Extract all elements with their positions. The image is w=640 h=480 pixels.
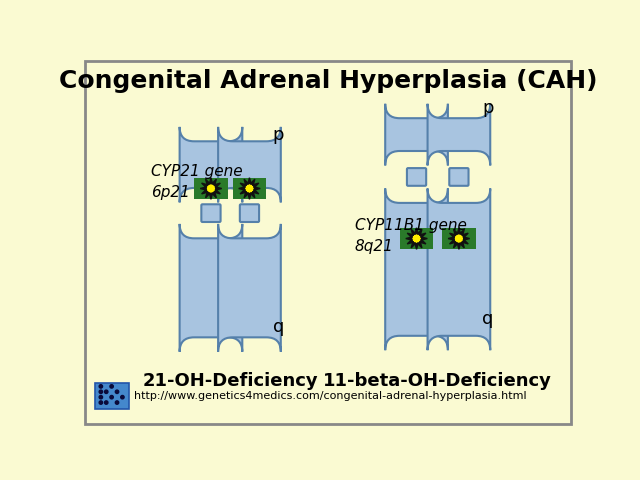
Text: q: q bbox=[273, 318, 284, 336]
FancyBboxPatch shape bbox=[385, 104, 448, 166]
FancyBboxPatch shape bbox=[218, 224, 281, 352]
FancyBboxPatch shape bbox=[180, 127, 243, 203]
FancyBboxPatch shape bbox=[449, 168, 468, 186]
FancyBboxPatch shape bbox=[428, 104, 490, 166]
FancyBboxPatch shape bbox=[180, 224, 243, 352]
Circle shape bbox=[104, 401, 108, 404]
Circle shape bbox=[110, 396, 113, 399]
Circle shape bbox=[99, 401, 102, 404]
Circle shape bbox=[115, 390, 118, 394]
Circle shape bbox=[99, 390, 102, 394]
Circle shape bbox=[104, 390, 108, 394]
FancyBboxPatch shape bbox=[218, 127, 281, 203]
Polygon shape bbox=[239, 178, 260, 199]
Circle shape bbox=[99, 396, 102, 399]
Polygon shape bbox=[246, 185, 253, 192]
Bar bbox=[232, 178, 266, 199]
Polygon shape bbox=[455, 235, 463, 242]
Text: p: p bbox=[482, 99, 493, 117]
Text: 21-OH-Deficiency: 21-OH-Deficiency bbox=[142, 372, 318, 390]
Circle shape bbox=[99, 384, 102, 388]
Text: Congenital Adrenal Hyperplasia (CAH): Congenital Adrenal Hyperplasia (CAH) bbox=[59, 69, 597, 93]
Bar bbox=[442, 228, 476, 249]
Circle shape bbox=[115, 401, 118, 404]
Text: CYP11B1 gene
8q21: CYP11B1 gene 8q21 bbox=[355, 218, 467, 254]
FancyBboxPatch shape bbox=[202, 204, 221, 222]
Bar bbox=[194, 178, 228, 199]
Text: q: q bbox=[482, 311, 493, 328]
Polygon shape bbox=[406, 228, 428, 249]
Circle shape bbox=[121, 396, 124, 399]
Polygon shape bbox=[207, 185, 215, 192]
FancyBboxPatch shape bbox=[240, 204, 259, 222]
Text: CYP21 gene
6p21: CYP21 gene 6p21 bbox=[151, 164, 243, 200]
Circle shape bbox=[110, 384, 113, 388]
FancyBboxPatch shape bbox=[385, 189, 448, 350]
FancyBboxPatch shape bbox=[95, 383, 129, 409]
Text: p: p bbox=[273, 126, 284, 144]
Polygon shape bbox=[448, 228, 470, 249]
Polygon shape bbox=[200, 178, 221, 199]
Bar bbox=[399, 228, 433, 249]
Polygon shape bbox=[413, 235, 420, 242]
Text: http://www.genetics4medics.com/congenital-adrenal-hyperplasia.html: http://www.genetics4medics.com/congenita… bbox=[134, 391, 527, 401]
Text: 11-beta-OH-Deficiency: 11-beta-OH-Deficiency bbox=[323, 372, 552, 390]
FancyBboxPatch shape bbox=[407, 168, 426, 186]
FancyBboxPatch shape bbox=[428, 189, 490, 350]
